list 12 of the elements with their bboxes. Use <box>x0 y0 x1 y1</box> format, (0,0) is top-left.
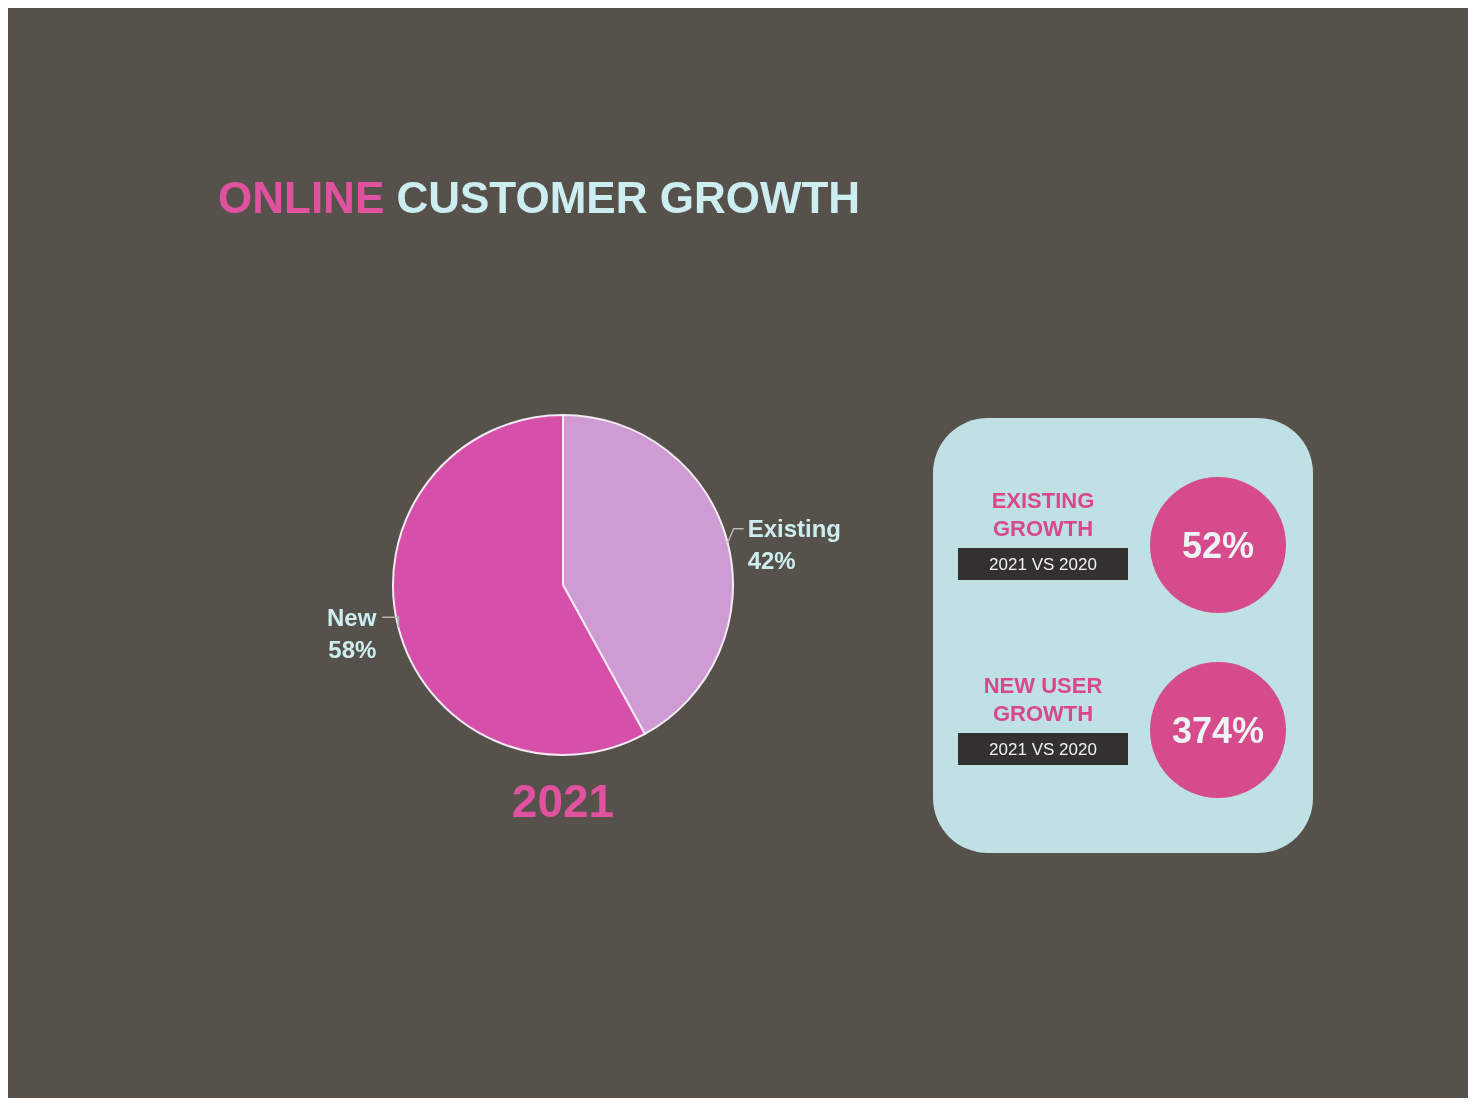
text: 2021 VS 2020 <box>989 739 1097 759</box>
text: 374% <box>1171 709 1265 751</box>
slice-label: New <box>326 603 377 631</box>
data-label: 58% <box>328 635 377 663</box>
text: 2021 VS 2020 <box>989 554 1097 574</box>
text: 52% <box>1181 524 1255 566</box>
slice-label: Existing <box>747 515 842 543</box>
category-label: NEW USER GROWTH <box>983 673 1103 726</box>
chart-title: ONLINE CUSTOMER GROWTH <box>218 173 861 222</box>
category-label: EXISTING GROWTH <box>991 488 1095 541</box>
data-label: 42% <box>747 547 796 575</box>
text: 2021 <box>511 775 615 827</box>
